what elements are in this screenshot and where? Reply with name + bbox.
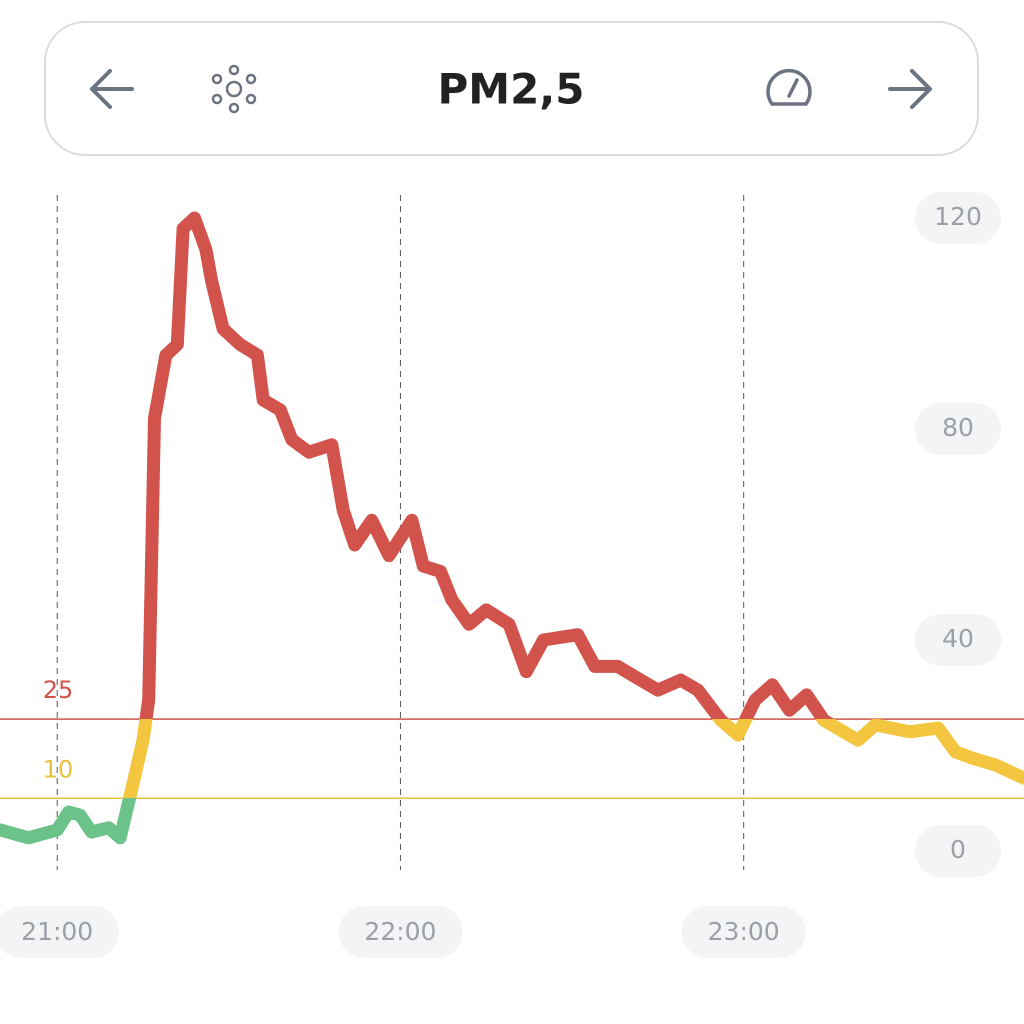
tick-label-bg <box>915 614 1001 666</box>
header-bar <box>44 21 979 156</box>
header-title: PM2,5 <box>438 65 585 114</box>
y-tick-label: 80 <box>942 413 974 442</box>
tick-label-bg <box>915 825 1001 877</box>
tick-label-bg <box>0 906 120 958</box>
gauge-button[interactable] <box>766 69 812 106</box>
data-line <box>0 211 1024 845</box>
threshold-label: 25 <box>43 676 74 704</box>
forward-button[interactable] <box>888 69 932 109</box>
x-tick-label: 23:00 <box>708 917 780 946</box>
y-tick-label: 120 <box>934 202 982 231</box>
threshold-label: 10 <box>43 755 74 783</box>
x-tick-label: 21:00 <box>21 917 93 946</box>
tick-label-bg <box>915 403 1001 455</box>
x-tick-label: 22:00 <box>364 917 436 946</box>
y-tick-label: 0 <box>950 835 966 864</box>
tick-label-bg <box>915 192 1001 244</box>
tick-label-bg <box>681 906 806 958</box>
back-button[interactable] <box>90 69 134 109</box>
tick-label-bg <box>338 906 463 958</box>
pollutant-icon[interactable] <box>211 64 257 114</box>
y-tick-label: 40 <box>942 624 974 653</box>
